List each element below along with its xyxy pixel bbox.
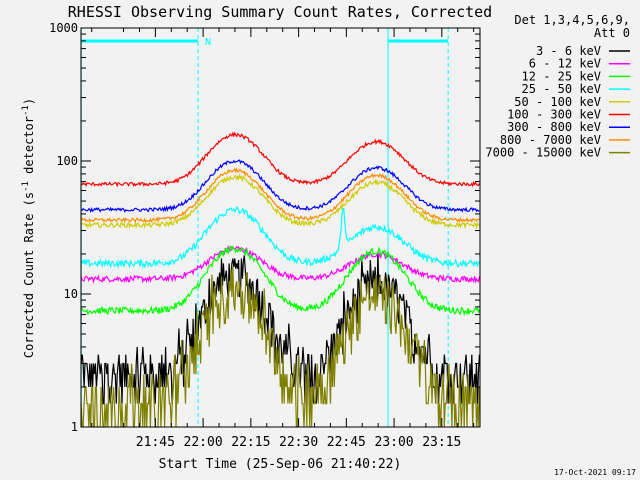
y-axis-label-sup2: -1	[21, 105, 31, 116]
y-tick-label: 100	[56, 154, 78, 168]
legend-label-0: 3 - 6 keV	[536, 44, 601, 58]
legend-label-5: 100 - 300 keV	[507, 108, 601, 122]
legend-label-2: 12 - 25 keV	[522, 69, 601, 83]
legend-label-6: 300 - 800 keV	[507, 120, 601, 134]
series-line-7	[80, 167, 480, 224]
series-line-4	[80, 173, 480, 230]
series-line-3	[80, 206, 480, 269]
series-line-5	[80, 131, 480, 188]
night-flag-label: N	[205, 37, 211, 48]
plot-frame	[80, 27, 481, 428]
series-line-8	[80, 266, 480, 428]
series-layer	[80, 131, 480, 428]
y-axis-label: Corrected Count Rate (s-1 detector-1)	[21, 98, 36, 358]
x-axis: 21:45 22:00 22:15 22:30 22:45 23:00 23:15	[91, 28, 475, 450]
chart-title: RHESSI Observing Summary Count Rates, Co…	[68, 3, 492, 21]
y-tick-label: 1	[71, 420, 78, 434]
legend-label-4: 50 - 100 keV	[514, 95, 601, 109]
legend-label-7: 800 - 7000 keV	[500, 133, 601, 147]
legend-label-1: 6 - 12 keV	[529, 57, 601, 71]
x-tick-label: 22:45	[327, 435, 366, 450]
legend-header-line2: Att 0	[594, 26, 630, 40]
legend-label-8: 7000 - 15000 keV	[485, 146, 601, 160]
y-axis-label-sup1: -1	[21, 181, 31, 192]
x-axis-label: Start Time (25-Sep-06 21:40:22)	[159, 457, 402, 472]
legend-header-line1: Det 1,3,4,5,6,9,	[514, 13, 630, 27]
series-line-6	[80, 159, 480, 214]
y-tick-label: 1000	[49, 21, 78, 35]
series-line-0	[80, 251, 480, 405]
series-line-2	[80, 244, 480, 317]
x-tick-label: 23:00	[375, 435, 414, 450]
y-axis: 1 10 100 1000	[49, 21, 480, 434]
x-tick-label: 22:00	[184, 435, 223, 450]
x-tick-label: 23:15	[422, 435, 461, 450]
x-tick-label: 22:30	[279, 435, 318, 450]
legend-label-3: 25 - 50 keV	[522, 82, 601, 96]
y-axis-label-mid: detector	[22, 116, 36, 181]
y-axis-label-main: Corrected Count Rate (s	[22, 192, 36, 358]
y-tick-label: 10	[64, 287, 78, 301]
y-axis-label-end: )	[22, 98, 36, 105]
generation-timestamp: 17-Oct-2021 09:17	[554, 468, 636, 477]
series-line-1	[80, 245, 480, 285]
x-tick-label: 21:45	[136, 435, 175, 450]
x-tick-label: 22:15	[231, 435, 270, 450]
